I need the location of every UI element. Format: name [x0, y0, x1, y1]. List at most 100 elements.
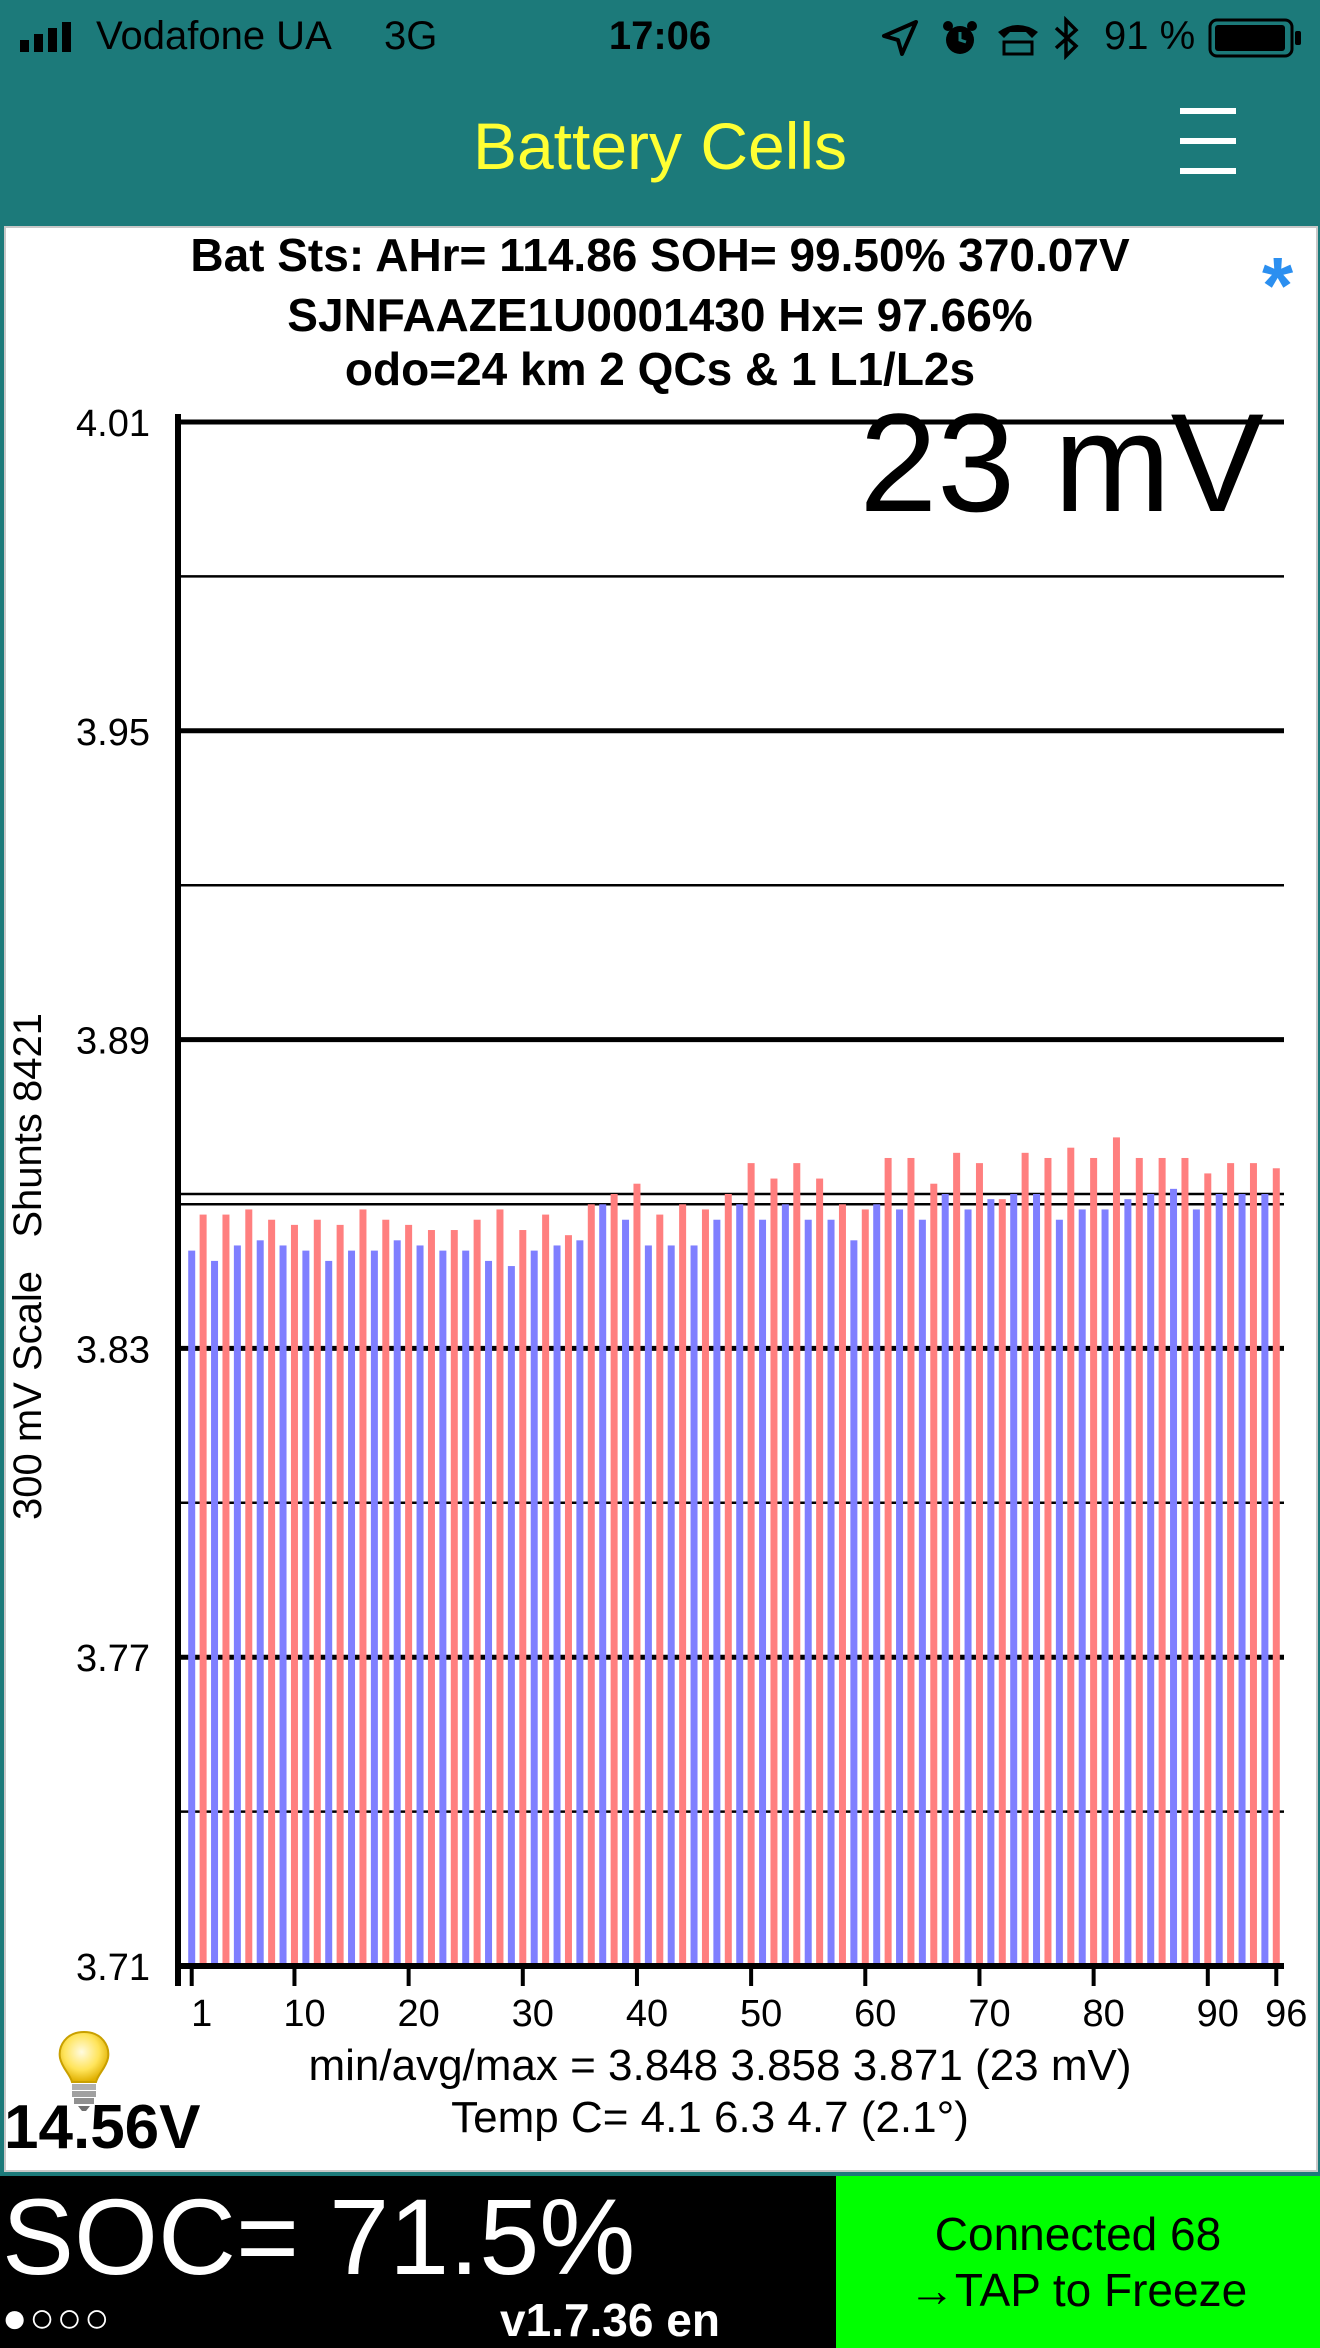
cell-bar [781, 1204, 789, 1966]
tty-phone-icon [998, 25, 1038, 56]
cell-bar [473, 1219, 481, 1966]
cell-bar [1124, 1199, 1132, 1966]
connection-freeze-button[interactable]: Connected 68 →TAP to Freeze [836, 2176, 1320, 2348]
cell-bar [644, 1245, 652, 1966]
cell-bar [290, 1224, 298, 1966]
cell-bar [1033, 1194, 1041, 1966]
cell-bar [348, 1250, 356, 1966]
cell-bar [633, 1183, 641, 1966]
cell-bar [941, 1194, 949, 1966]
cell-bar [393, 1240, 401, 1966]
cell-bar [1135, 1157, 1143, 1966]
cell-bar [622, 1219, 630, 1966]
soc-area [0, 2176, 836, 2348]
y-tick-label: 3.77 [76, 1638, 150, 1680]
cell-bar [873, 1204, 881, 1966]
cell-bar [336, 1224, 344, 1966]
cell-bar [576, 1240, 584, 1966]
location-arrow-icon [882, 20, 918, 56]
battery-status-line: Bat Sts: AHr= 114.86 SOH= 99.50% 370.07V [190, 229, 1130, 281]
cell-bar [462, 1250, 470, 1966]
signal-strength-icon [20, 22, 71, 52]
cell-bar [188, 1250, 196, 1966]
cell-bar [1078, 1209, 1086, 1966]
x-tick-label: 10 [283, 1993, 325, 2035]
network-type-label: 3G [384, 14, 438, 58]
cell-bar [427, 1230, 435, 1966]
x-tick-label: 90 [1197, 1993, 1239, 2035]
cell-bar [370, 1250, 378, 1966]
cell-bar [485, 1260, 493, 1966]
carrier-label: Vodafone UA [96, 14, 332, 58]
chart-axes [175, 414, 1284, 1986]
cell-delta-readout: 23 mV [859, 384, 1264, 541]
cell-bar [953, 1152, 961, 1966]
cell-bar [1010, 1194, 1018, 1966]
x-tick-label: 20 [397, 1993, 439, 2035]
cell-bar [211, 1260, 219, 1966]
cell-bar [736, 1204, 744, 1966]
cell-bar [405, 1224, 413, 1966]
cell-bar [313, 1219, 321, 1966]
cell-bar [1055, 1219, 1063, 1966]
cell-bar [964, 1209, 972, 1966]
cell-bar [382, 1219, 390, 1966]
cell-bar [793, 1163, 801, 1966]
min-avg-max-line: min/avg/max = 3.848 3.858 3.871 (23 mV) [308, 2041, 1132, 2090]
cell-bar [850, 1240, 858, 1966]
page-title: Battery Cells [472, 109, 848, 183]
cell-bar [679, 1204, 687, 1966]
cell-bar [747, 1163, 755, 1966]
x-tick-labels: 1 10 20 30 40 50 60 70 80 90 96 [191, 1993, 1307, 2035]
cell-bar [827, 1219, 835, 1966]
x-tick-label: 50 [740, 1993, 782, 2035]
y-tick-label: 3.95 [76, 712, 150, 754]
lightbulb-icon[interactable] [52, 2028, 116, 2112]
cell-bar [987, 1199, 995, 1966]
cell-bar [1021, 1152, 1029, 1966]
cell-bar [553, 1245, 561, 1966]
x-tick-label: 70 [968, 1993, 1010, 2035]
clock: 17:06 [608, 14, 712, 58]
cell-bar [907, 1157, 915, 1966]
nav-bar: Battery Cells [0, 74, 1320, 224]
cell-bar [896, 1209, 904, 1966]
cell-bar [1044, 1157, 1052, 1966]
cell-bar [256, 1240, 264, 1966]
cell-bar [1067, 1147, 1075, 1966]
cell-bar [610, 1194, 618, 1966]
cell-bar [245, 1209, 253, 1966]
x-tick-label: 40 [626, 1993, 668, 2035]
cell-bar [507, 1266, 515, 1966]
cell-bar [770, 1178, 778, 1966]
cell-bar [1227, 1163, 1235, 1966]
cell-bar [359, 1209, 367, 1966]
y-axis-title: 300 mV Scale Shunts 8421 [6, 1013, 50, 1520]
cell-bar [998, 1199, 1006, 1966]
cell-bar [1090, 1157, 1098, 1966]
cell-bar [838, 1204, 846, 1966]
cell-bar [930, 1183, 938, 1966]
cell-bar [1192, 1209, 1200, 1966]
cell-bar [804, 1219, 812, 1966]
page-indicator[interactable]: ●○○○ [2, 2294, 112, 2341]
cell-bar [1249, 1163, 1257, 1966]
y-tick-labels: 4.01 3.95 3.89 3.83 3.77 3.71 [76, 403, 150, 1989]
hamburger-menu-icon[interactable] [1180, 102, 1236, 182]
cell-bar [1238, 1194, 1246, 1966]
cell-bar [1215, 1194, 1223, 1966]
cell-bar [975, 1163, 983, 1966]
cell-bar [1101, 1209, 1109, 1966]
status-bar: Vodafone UA 3G 17:06 91 % [0, 0, 1320, 74]
aux-battery-voltage: 14.56V [4, 2093, 201, 2162]
cell-bar [279, 1245, 287, 1966]
cell-bar [416, 1245, 424, 1966]
y-tick-label: 3.89 [76, 1021, 150, 1063]
vin-health-line: SJNFAAZE1U0001430 Hx= 97.66% [287, 289, 1033, 341]
soc-readout: SOC= 71.5% [2, 2176, 636, 2297]
cell-bar [1204, 1173, 1212, 1966]
cell-bar [542, 1214, 550, 1966]
cell-bar [1112, 1137, 1120, 1966]
temperature-line: Temp C= 4.1 6.3 4.7 (2.1°) [451, 2093, 969, 2142]
x-tick-label: 80 [1082, 1993, 1124, 2035]
